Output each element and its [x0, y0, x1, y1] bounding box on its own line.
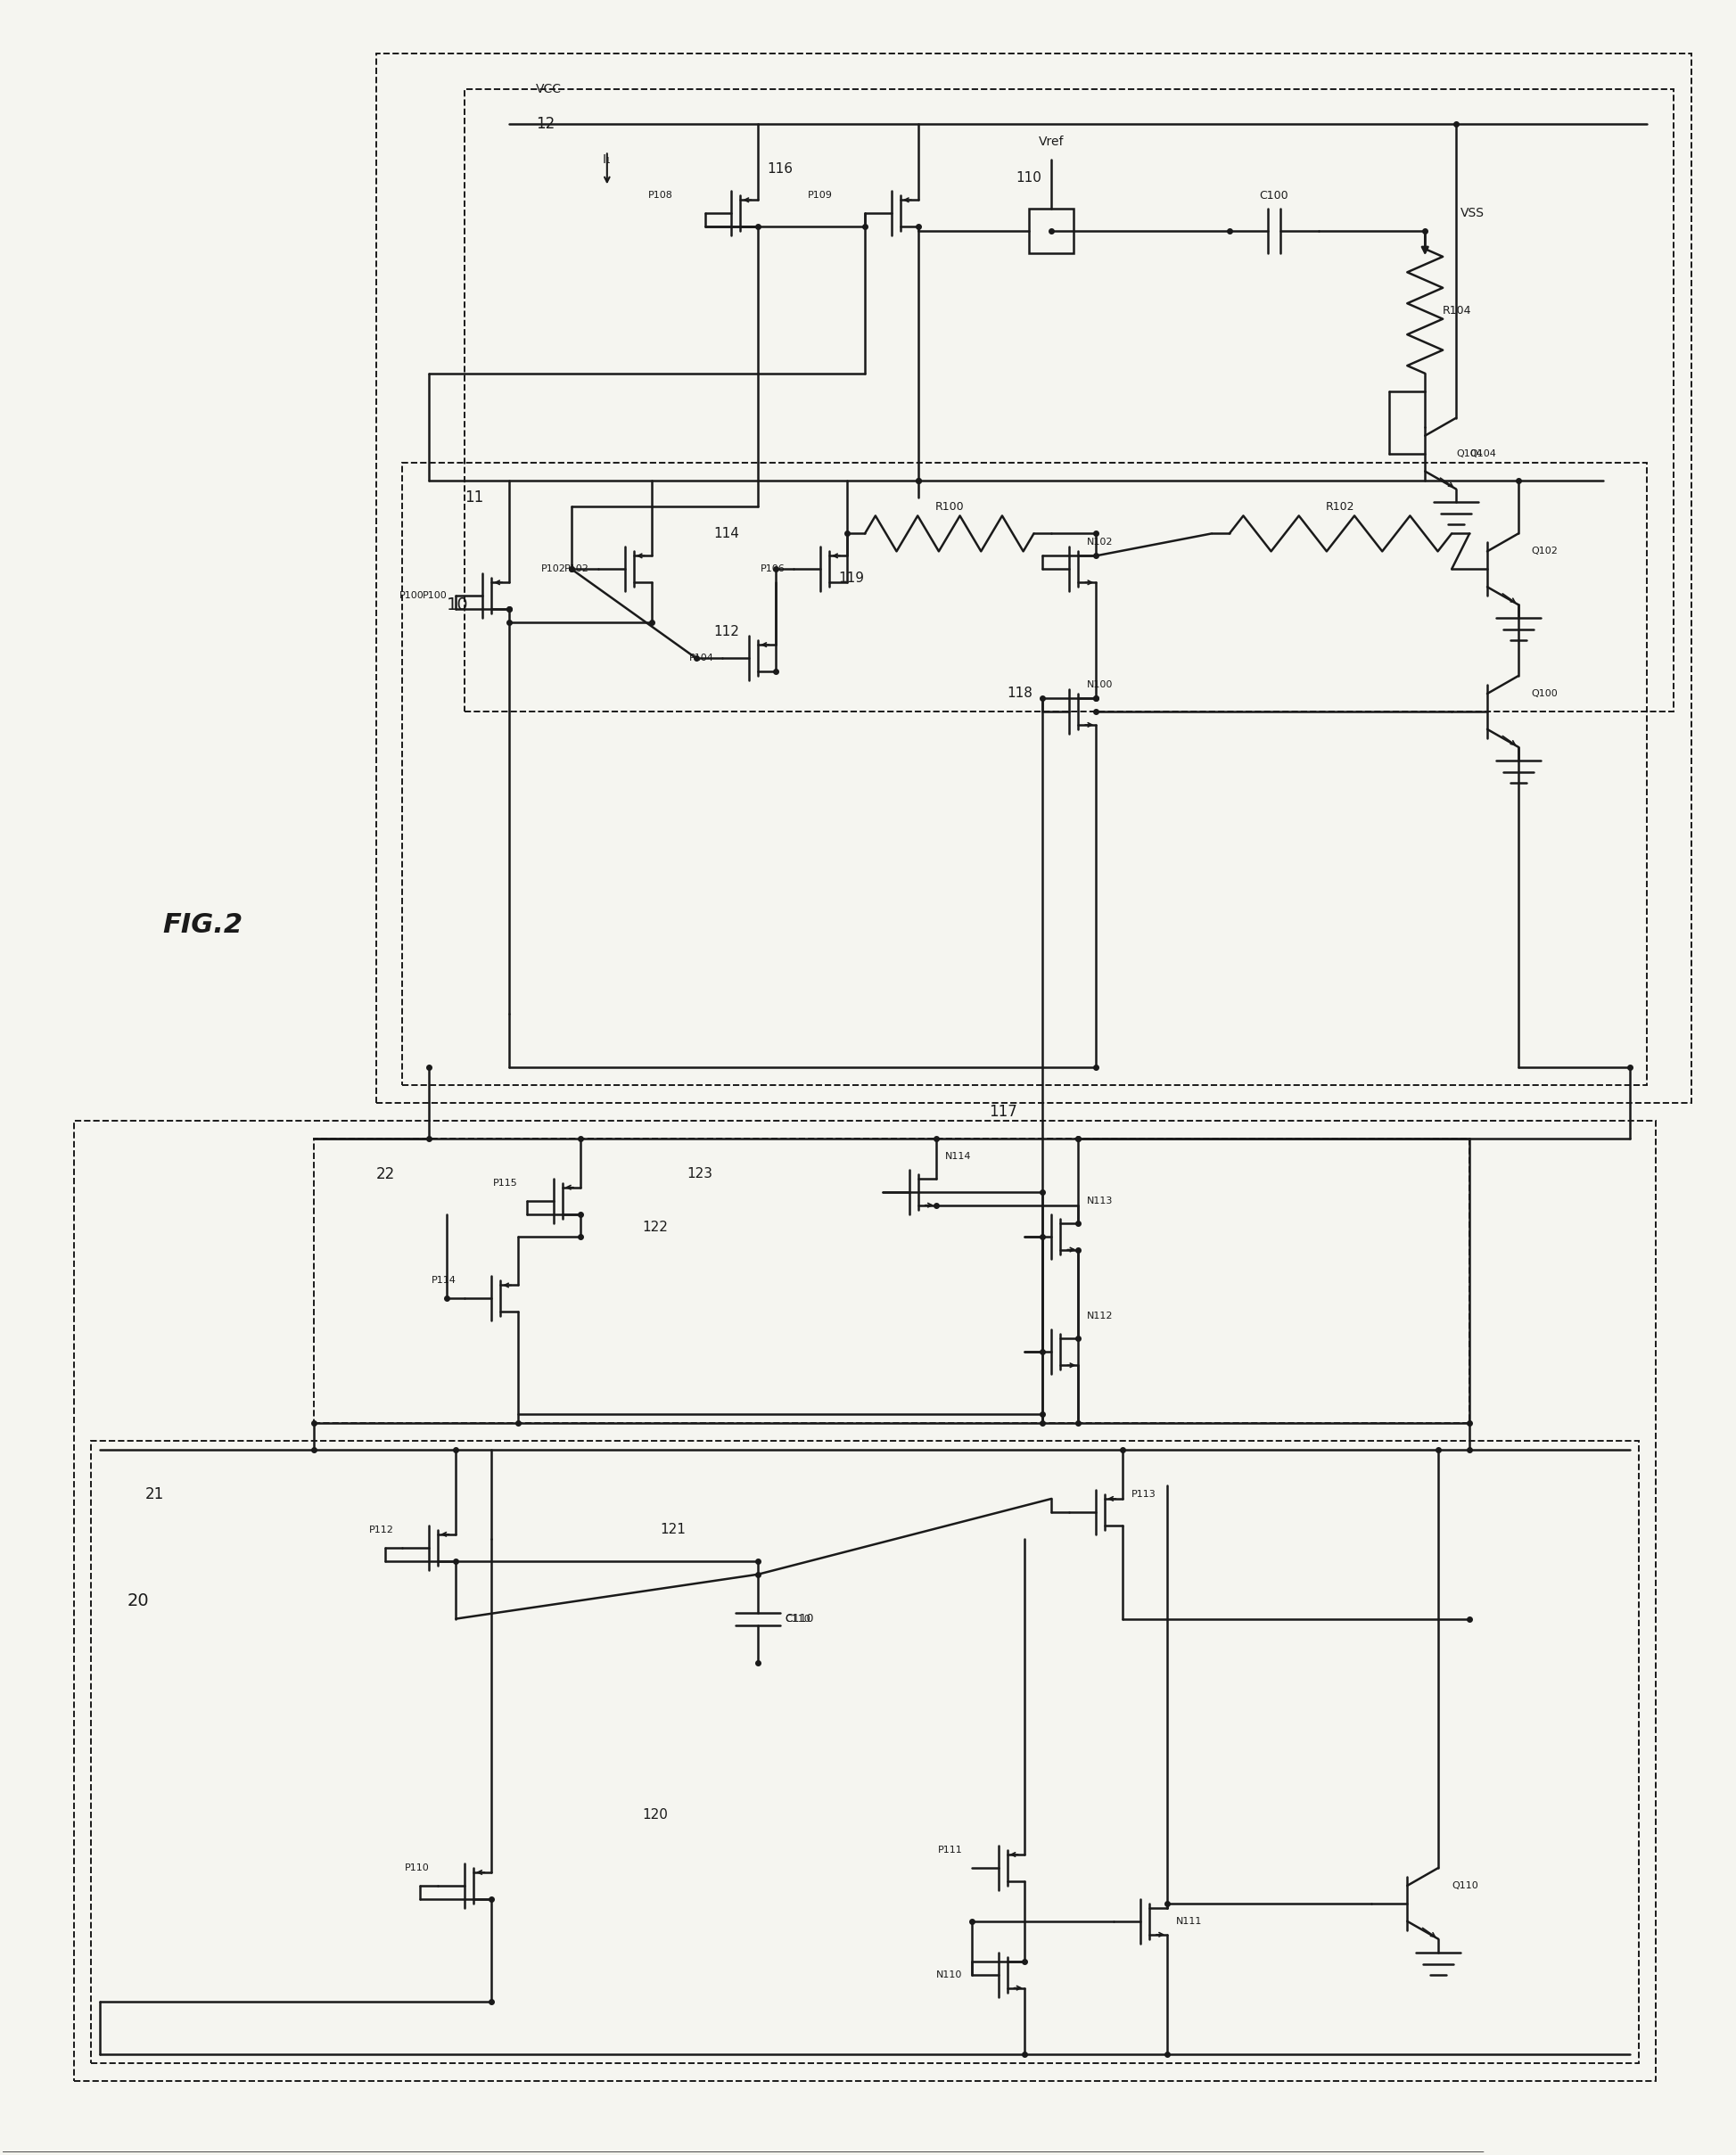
Text: 122: 122: [642, 1220, 668, 1235]
Text: N102: N102: [1087, 539, 1113, 547]
Text: N113: N113: [1087, 1196, 1113, 1205]
Text: 10: 10: [446, 597, 469, 614]
Text: P108: P108: [648, 192, 674, 200]
Text: N110: N110: [936, 1970, 963, 1978]
Text: N100: N100: [1087, 681, 1113, 690]
Text: P100: P100: [399, 590, 424, 601]
Text: 22: 22: [377, 1166, 394, 1183]
Text: P102: P102: [564, 565, 589, 573]
Text: 11: 11: [465, 489, 484, 506]
Text: 20: 20: [127, 1593, 149, 1610]
Text: R102: R102: [1326, 502, 1356, 513]
Text: N114: N114: [944, 1151, 970, 1162]
Text: C110: C110: [785, 1612, 814, 1625]
Text: VCC: VCC: [536, 82, 562, 95]
Text: R104: R104: [1443, 306, 1472, 317]
Text: P109: P109: [807, 192, 833, 200]
Text: P104: P104: [689, 653, 713, 662]
Text: 119: 119: [838, 571, 865, 584]
Text: 116: 116: [767, 162, 793, 175]
Text: VSS: VSS: [1460, 207, 1484, 220]
Text: 123: 123: [687, 1168, 713, 1181]
Text: N111: N111: [1175, 1916, 1203, 1927]
Text: P115: P115: [493, 1179, 517, 1187]
Text: FIG.2: FIG.2: [163, 912, 243, 937]
Text: 121: 121: [660, 1524, 686, 1537]
Text: 117: 117: [990, 1103, 1017, 1121]
Text: Vref: Vref: [1038, 136, 1064, 149]
Bar: [403, 463, 1647, 1086]
Text: 12: 12: [536, 116, 556, 131]
Text: 110: 110: [1016, 170, 1042, 185]
Text: R100: R100: [934, 502, 963, 513]
Text: P113: P113: [1132, 1489, 1156, 1498]
Text: N112: N112: [1087, 1312, 1113, 1321]
Text: Q110: Q110: [1451, 1881, 1479, 1890]
Text: P106: P106: [760, 565, 785, 573]
Text: Q104: Q104: [1457, 448, 1483, 457]
Text: 118: 118: [1007, 687, 1033, 700]
Text: P111: P111: [937, 1845, 963, 1855]
Text: I₁: I₁: [602, 153, 611, 166]
Bar: [73, 1121, 1656, 2082]
Text: 120: 120: [642, 1808, 668, 1821]
Bar: [92, 1442, 1639, 2064]
Text: P100: P100: [422, 590, 446, 601]
Text: Q100: Q100: [1531, 690, 1559, 698]
Text: P114: P114: [431, 1276, 457, 1284]
Bar: [1029, 209, 1075, 254]
Text: C100: C100: [1259, 190, 1288, 200]
Text: 21: 21: [144, 1487, 163, 1502]
Text: P112: P112: [368, 1526, 394, 1534]
Text: P110: P110: [404, 1864, 429, 1873]
Bar: [314, 1138, 1469, 1422]
Text: Q104: Q104: [1469, 448, 1496, 457]
Bar: [465, 88, 1674, 711]
Text: C110: C110: [785, 1614, 811, 1623]
Text: P102: P102: [542, 565, 566, 573]
Text: 114: 114: [713, 526, 740, 541]
Text: Q102: Q102: [1531, 547, 1559, 556]
Bar: [377, 54, 1693, 1103]
Text: 112: 112: [713, 625, 740, 638]
